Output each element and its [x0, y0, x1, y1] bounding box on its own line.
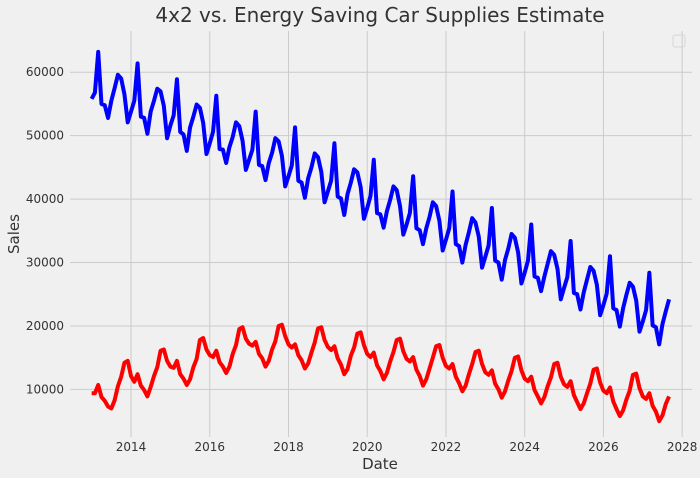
- x-tick-label: 2026: [588, 440, 619, 454]
- x-tick-label: 2028: [667, 440, 698, 454]
- x-axis-label: Date: [362, 455, 398, 473]
- y-tick-label: 60000: [26, 65, 64, 79]
- grid-lines: [70, 31, 692, 437]
- series-1: [91, 322, 671, 424]
- legend: [672, 34, 686, 48]
- y-tick-label: 50000: [26, 129, 64, 143]
- y-axis-label: Sales: [5, 214, 23, 254]
- x-tick-label: 2016: [194, 440, 225, 454]
- y-tick-label: 30000: [26, 256, 64, 270]
- x-tick-label: 2014: [116, 440, 147, 454]
- y-axis-ticks: 10000 20000 30000 40000 50000 60000: [26, 65, 64, 396]
- x-tick-label: 2020: [352, 440, 383, 454]
- y-tick-label: 10000: [26, 382, 64, 396]
- x-tick-label: 2024: [509, 440, 540, 454]
- series-layer: [89, 49, 671, 424]
- x-axis-ticks: 2014 2016 2018 2020 2022 2024 2026 2028: [116, 440, 698, 454]
- x-tick-label: 2018: [273, 440, 304, 454]
- y-tick-label: 20000: [26, 319, 64, 333]
- legend-box: [672, 34, 686, 48]
- series-0: [89, 49, 671, 347]
- chart-title: 4x2 vs. Energy Saving Car Supplies Estim…: [155, 3, 604, 27]
- y-tick-label: 40000: [26, 192, 64, 206]
- x-tick-label: 2022: [431, 440, 462, 454]
